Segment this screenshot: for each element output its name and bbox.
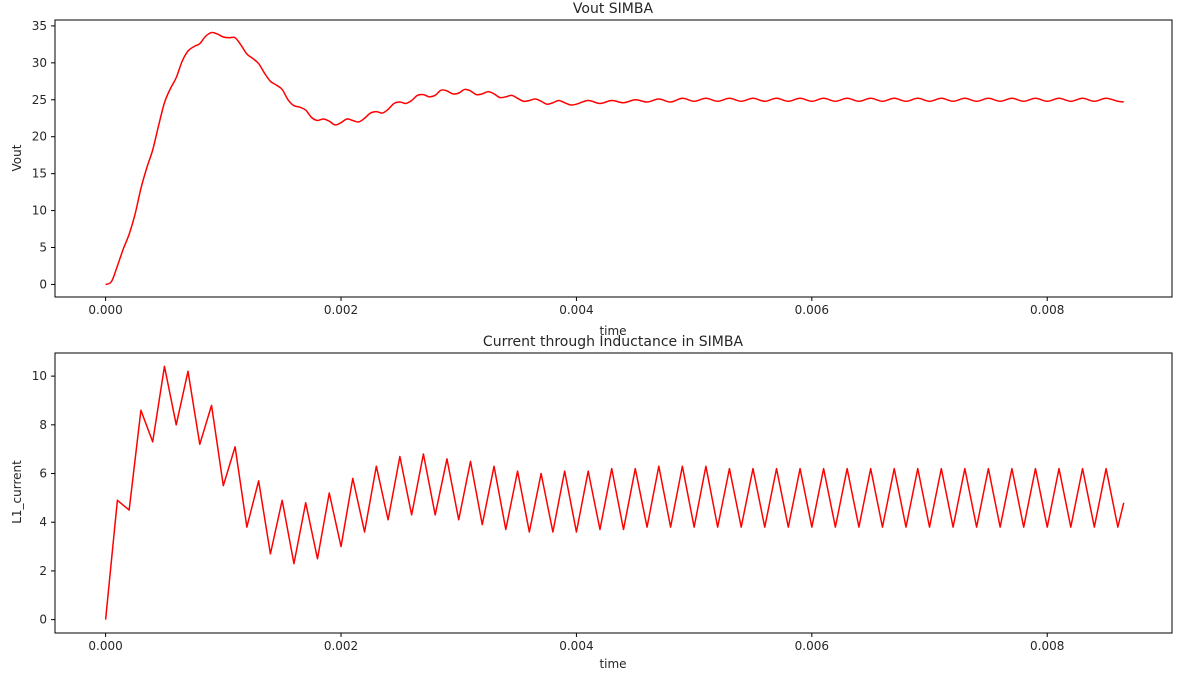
x-tick-label: 0.004 [559, 303, 593, 317]
y-tick-label: 20 [32, 130, 47, 144]
chart-title-vout: Vout SIMBA [573, 1, 654, 17]
y-tick-label: 0 [39, 613, 47, 627]
subplot-l1-current: 0.000 0.002 0.004 0.006 0.008 0 2 4 6 8 10 Curren… [10, 334, 1173, 671]
y-axis-label-l1-current: L1_current [10, 460, 24, 524]
y-tick-label: 4 [39, 515, 47, 529]
x-tick-label: 0.008 [1030, 303, 1064, 317]
x-tick-label: 0.002 [324, 303, 358, 317]
x-ticks-vout: 0.000 0.002 0.004 0.006 0.008 [88, 297, 1064, 317]
x-tick-label: 0.000 [88, 303, 122, 317]
y-tick-label: 25 [32, 93, 47, 107]
y-ticks-vout: 0 5 10 15 20 25 30 35 [32, 19, 55, 291]
line-series-l1-current [104, 365, 1125, 620]
subplot-vout: 0.000 0.002 0.004 0.006 0.008 0 5 10 15 20 25 30 35… [10, 1, 1173, 338]
y-tick-label: 35 [32, 19, 47, 33]
y-tick-label: 10 [32, 369, 47, 383]
y-tick-label: 30 [32, 56, 47, 70]
y-tick-label: 2 [39, 564, 47, 578]
line-series-vout [105, 31, 1124, 286]
y-ticks-l1-current: 0 2 4 6 8 10 [32, 369, 55, 627]
chart-title-l1-current: Current through Inductance in SIMBA [483, 334, 744, 350]
y-axis-label-vout: Vout [10, 144, 24, 171]
x-ticks-l1-current: 0.000 0.002 0.004 0.006 0.008 [88, 633, 1064, 653]
x-tick-label: 0.006 [795, 639, 829, 653]
series-line [104, 365, 1125, 620]
y-tick-label: 5 [39, 241, 47, 255]
x-tick-label: 0.002 [324, 639, 358, 653]
x-axis-label-vout: time [599, 324, 626, 338]
y-tick-label: 0 [39, 277, 47, 291]
x-tick-label: 0.000 [88, 639, 122, 653]
x-tick-label: 0.008 [1030, 639, 1064, 653]
plot-area-vout [54, 19, 1173, 298]
series-line [105, 31, 1124, 286]
y-tick-label: 15 [32, 167, 47, 181]
y-tick-label: 6 [39, 467, 47, 481]
x-tick-label: 0.006 [795, 303, 829, 317]
x-axis-label-l1-current: time [599, 657, 626, 671]
y-tick-label: 8 [39, 418, 47, 432]
x-tick-label: 0.004 [559, 639, 593, 653]
plot-area-l1-current [54, 352, 1173, 634]
y-tick-label: 10 [32, 204, 47, 218]
